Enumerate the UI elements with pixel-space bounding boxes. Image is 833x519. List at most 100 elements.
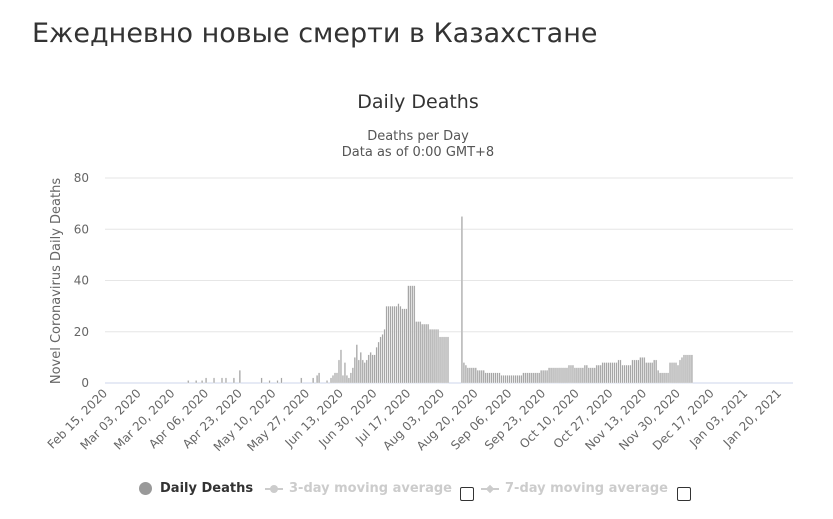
- bar-daily-deaths[interactable]: [532, 372, 535, 384]
- bar-daily-deaths[interactable]: [385, 305, 388, 384]
- bar-daily-deaths[interactable]: [637, 359, 640, 384]
- bar-daily-deaths[interactable]: [599, 364, 602, 384]
- bar-daily-deaths[interactable]: [482, 370, 485, 384]
- bar-daily-deaths[interactable]: [488, 372, 491, 384]
- bar-daily-deaths[interactable]: [663, 372, 666, 384]
- bar-daily-deaths[interactable]: [512, 375, 515, 384]
- bar-daily-deaths[interactable]: [657, 370, 660, 384]
- bar-daily-deaths[interactable]: [280, 377, 283, 384]
- bar-daily-deaths[interactable]: [605, 362, 608, 384]
- bar-daily-deaths[interactable]: [615, 362, 618, 384]
- bar-daily-deaths[interactable]: [490, 372, 493, 384]
- bar-daily-deaths[interactable]: [336, 372, 338, 384]
- bar-daily-deaths[interactable]: [338, 359, 340, 384]
- bar-daily-deaths[interactable]: [556, 367, 559, 384]
- bar-daily-deaths[interactable]: [437, 329, 440, 384]
- checkbox-3-day-average[interactable]: [460, 487, 474, 501]
- bar-daily-deaths[interactable]: [201, 380, 204, 384]
- bar-daily-deaths[interactable]: [375, 346, 378, 384]
- bar-daily-deaths[interactable]: [377, 341, 380, 384]
- bar-daily-deaths[interactable]: [300, 377, 303, 384]
- bar-daily-deaths[interactable]: [575, 367, 578, 384]
- bar-daily-deaths[interactable]: [373, 354, 376, 384]
- bar-daily-deaths[interactable]: [601, 362, 604, 384]
- bar-daily-deaths[interactable]: [562, 367, 564, 384]
- bar-daily-deaths[interactable]: [445, 336, 447, 384]
- bar-daily-deaths[interactable]: [429, 329, 432, 384]
- bar-daily-deaths[interactable]: [690, 354, 693, 384]
- bar-daily-deaths[interactable]: [486, 372, 489, 384]
- bar-daily-deaths[interactable]: [502, 375, 505, 384]
- bar-daily-deaths[interactable]: [470, 367, 473, 384]
- bar-daily-deaths[interactable]: [405, 308, 408, 384]
- bar-daily-deaths[interactable]: [395, 305, 398, 384]
- bar-daily-deaths[interactable]: [570, 364, 572, 384]
- bars-daily-deaths[interactable]: [187, 216, 693, 384]
- bar-daily-deaths[interactable]: [675, 362, 677, 384]
- bar-daily-deaths[interactable]: [413, 285, 416, 384]
- bar-daily-deaths[interactable]: [232, 377, 235, 384]
- bar-daily-deaths[interactable]: [552, 367, 555, 384]
- bar-daily-deaths[interactable]: [589, 367, 592, 384]
- bar-daily-deaths[interactable]: [466, 367, 469, 384]
- bar-daily-deaths[interactable]: [316, 375, 319, 384]
- bar-daily-deaths[interactable]: [351, 367, 354, 384]
- bar-daily-deaths[interactable]: [417, 321, 420, 384]
- bar-daily-deaths[interactable]: [613, 362, 616, 384]
- bar-daily-deaths[interactable]: [573, 367, 576, 384]
- bar-daily-deaths[interactable]: [365, 359, 368, 384]
- bar-daily-deaths[interactable]: [564, 367, 566, 384]
- bar-daily-deaths[interactable]: [407, 285, 410, 384]
- bar-daily-deaths[interactable]: [276, 380, 279, 384]
- bar-daily-deaths[interactable]: [558, 367, 560, 384]
- bar-daily-deaths[interactable]: [522, 372, 525, 384]
- bar-daily-deaths[interactable]: [554, 367, 557, 384]
- checkbox-7-day-average[interactable]: [677, 487, 691, 501]
- bar-daily-deaths[interactable]: [538, 372, 541, 384]
- bar-daily-deaths[interactable]: [391, 305, 394, 384]
- bar-daily-deaths[interactable]: [684, 354, 687, 384]
- bar-daily-deaths[interactable]: [546, 370, 549, 384]
- bar-daily-deaths[interactable]: [516, 375, 519, 384]
- bar-daily-deaths[interactable]: [627, 364, 630, 384]
- bar-daily-deaths[interactable]: [441, 336, 443, 384]
- bar-daily-deaths[interactable]: [355, 344, 358, 384]
- bar-daily-deaths[interactable]: [383, 329, 386, 384]
- bar-daily-deaths[interactable]: [468, 367, 471, 384]
- bar-daily-deaths[interactable]: [312, 377, 315, 384]
- bar-daily-deaths[interactable]: [427, 323, 430, 384]
- bar-daily-deaths[interactable]: [595, 364, 598, 384]
- bar-daily-deaths[interactable]: [341, 375, 344, 384]
- bar-daily-deaths[interactable]: [611, 362, 614, 384]
- bar-daily-deaths[interactable]: [369, 352, 372, 384]
- bar-daily-deaths[interactable]: [397, 303, 400, 384]
- bar-daily-deaths[interactable]: [629, 364, 632, 384]
- bar-daily-deaths[interactable]: [389, 305, 392, 384]
- legend-item-3-day-average[interactable]: 3-day moving average: [265, 481, 452, 496]
- bar-daily-deaths[interactable]: [518, 375, 521, 384]
- bar-daily-deaths[interactable]: [661, 372, 664, 384]
- bar-daily-deaths[interactable]: [530, 372, 533, 384]
- bar-daily-deaths[interactable]: [548, 367, 551, 384]
- bar-daily-deaths[interactable]: [635, 359, 638, 384]
- bar-daily-deaths[interactable]: [238, 370, 241, 384]
- bar-daily-deaths[interactable]: [361, 359, 364, 384]
- bar-daily-deaths[interactable]: [603, 362, 606, 384]
- bar-daily-deaths[interactable]: [472, 367, 475, 384]
- bar-daily-deaths[interactable]: [568, 364, 570, 384]
- bar-daily-deaths[interactable]: [667, 372, 670, 384]
- bar-daily-deaths[interactable]: [639, 357, 642, 384]
- bar-daily-deaths[interactable]: [536, 372, 539, 384]
- bar-daily-deaths[interactable]: [431, 329, 434, 384]
- bar-daily-deaths[interactable]: [631, 359, 634, 384]
- bar-daily-deaths[interactable]: [393, 305, 396, 384]
- bar-daily-deaths[interactable]: [401, 308, 404, 384]
- bar-daily-deaths[interactable]: [423, 323, 426, 384]
- bar-daily-deaths[interactable]: [625, 364, 628, 384]
- bar-daily-deaths[interactable]: [585, 364, 588, 384]
- bar-daily-deaths[interactable]: [419, 321, 422, 384]
- bar-daily-deaths[interactable]: [617, 359, 620, 384]
- bar-daily-deaths[interactable]: [641, 357, 644, 384]
- bar-daily-deaths[interactable]: [334, 372, 336, 384]
- bar-daily-deaths[interactable]: [476, 370, 479, 384]
